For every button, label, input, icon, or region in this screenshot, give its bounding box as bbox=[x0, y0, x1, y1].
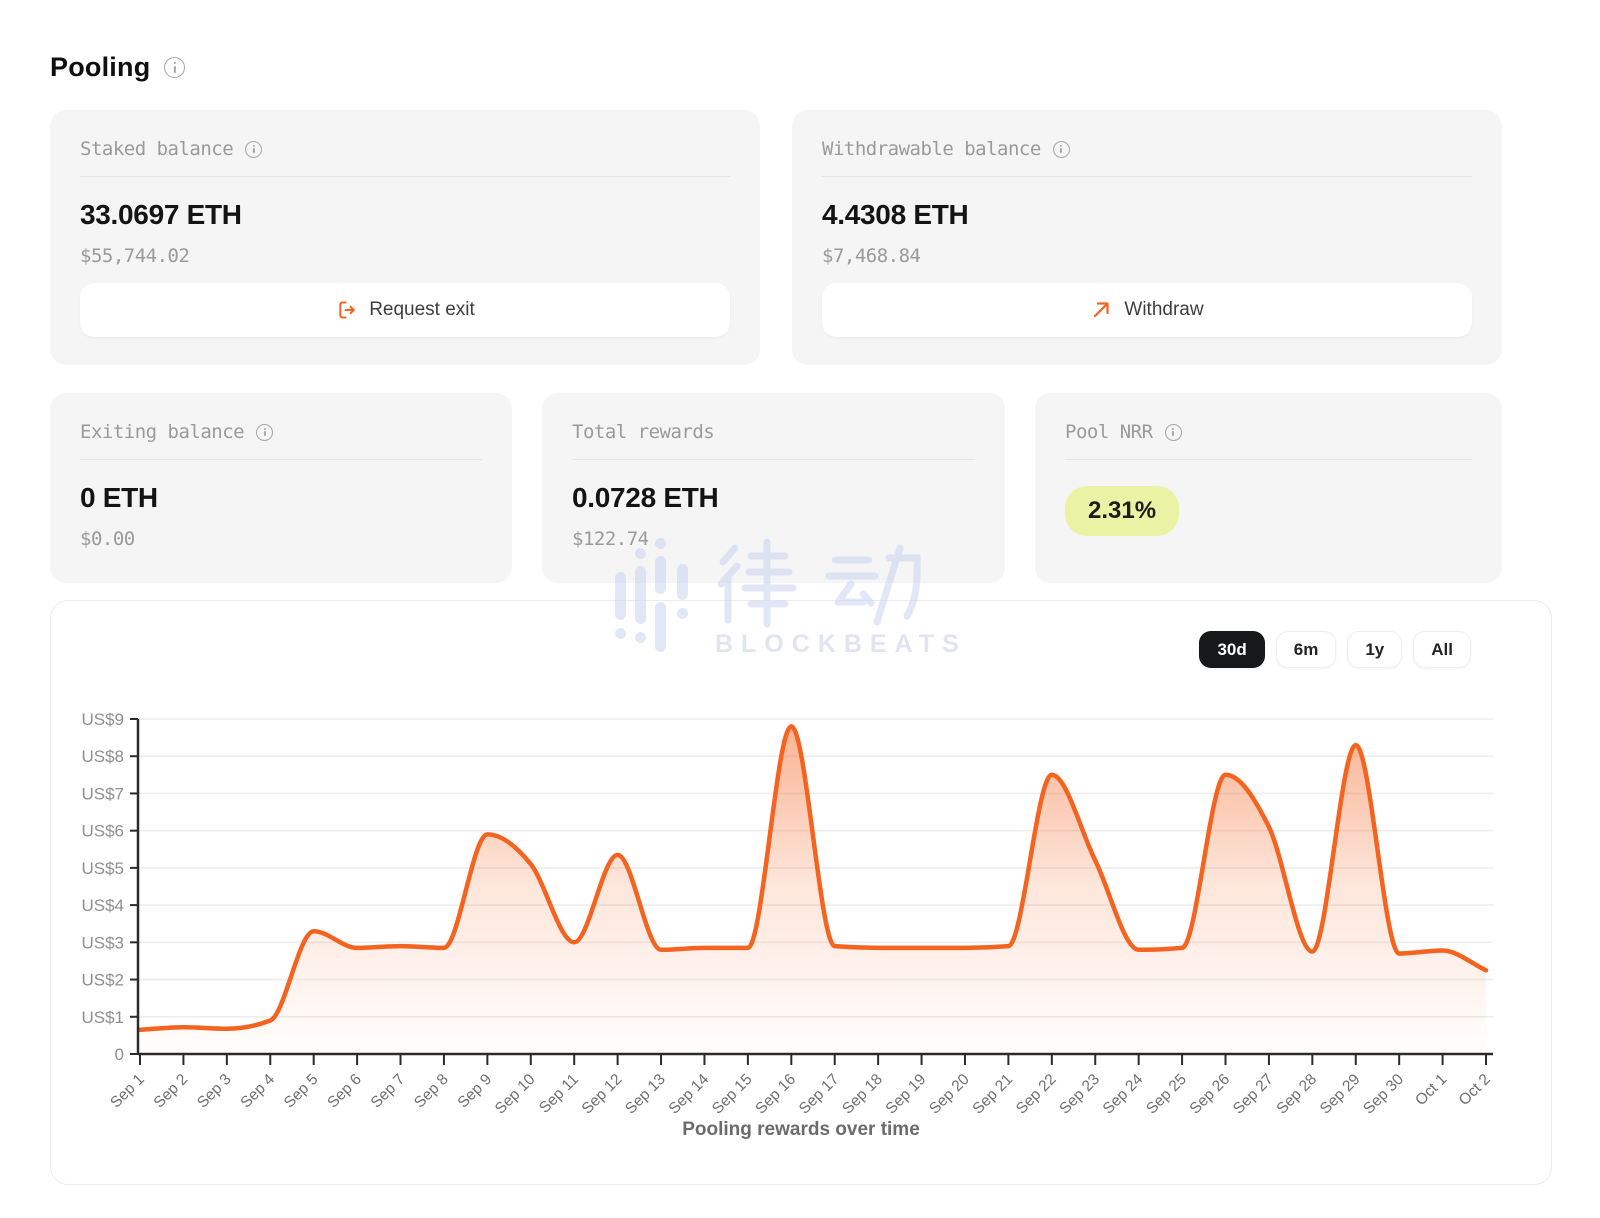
svg-text:Sep 21: Sep 21 bbox=[969, 1071, 1016, 1118]
divider bbox=[80, 176, 730, 177]
svg-text:Sep 12: Sep 12 bbox=[579, 1071, 626, 1118]
total-rewards-fiat: $122.74 bbox=[572, 528, 649, 550]
svg-text:US$1: US$1 bbox=[81, 1008, 124, 1027]
divider bbox=[822, 176, 1472, 177]
svg-text:Sep 28: Sep 28 bbox=[1273, 1071, 1320, 1118]
page-title: Pooling bbox=[50, 52, 151, 82]
logout-icon bbox=[339, 301, 355, 319]
exiting-balance-card: Exiting balance 0 ETH $0.00 bbox=[50, 393, 512, 583]
staked-balance-fiat: $55,744.02 bbox=[80, 245, 190, 267]
info-icon[interactable] bbox=[1052, 140, 1070, 158]
info-icon[interactable] bbox=[1164, 423, 1182, 441]
divider bbox=[80, 459, 482, 460]
exiting-balance-value: 0 ETH bbox=[80, 482, 158, 513]
withdrawable-balance-value: 4.4308 ETH bbox=[822, 199, 969, 230]
svg-text:Sep 30: Sep 30 bbox=[1360, 1071, 1407, 1118]
range-button-6m[interactable]: 6m bbox=[1275, 631, 1337, 668]
request-exit-button[interactable]: Request exit bbox=[80, 283, 730, 337]
svg-text:Sep 15: Sep 15 bbox=[709, 1071, 756, 1118]
svg-text:Sep 24: Sep 24 bbox=[1100, 1071, 1147, 1118]
svg-text:Sep 26: Sep 26 bbox=[1187, 1071, 1234, 1118]
staked-balance-value: 33.0697 ETH bbox=[80, 199, 242, 230]
svg-text:Sep 25: Sep 25 bbox=[1143, 1071, 1190, 1118]
svg-text:US$6: US$6 bbox=[81, 822, 124, 841]
svg-text:Sep 14: Sep 14 bbox=[666, 1071, 713, 1118]
svg-text:Sep 18: Sep 18 bbox=[839, 1071, 886, 1118]
withdraw-arrow-icon bbox=[1094, 302, 1110, 318]
svg-text:Oct 1: Oct 1 bbox=[1412, 1071, 1450, 1109]
request-exit-label: Request exit bbox=[369, 299, 475, 320]
svg-text:US$5: US$5 bbox=[81, 859, 124, 878]
rewards-area-chart[interactable]: 0 US$1 US$2 US$3 US$4 US$5 US$6 US$7 US$8 US$9 Sep… bbox=[51, 681, 1551, 1151]
withdrawable-balance-card: Withdrawable balance 4.4308 ETH $7,468.8… bbox=[792, 110, 1502, 365]
time-range-group: 30d 6m 1y All bbox=[1199, 631, 1471, 668]
svg-text:Sep 3: Sep 3 bbox=[194, 1071, 235, 1112]
range-button-all[interactable]: All bbox=[1413, 631, 1471, 668]
divider bbox=[1065, 459, 1472, 460]
divider bbox=[572, 459, 975, 460]
pool-nrr-card: Pool NRR 2.31% bbox=[1035, 393, 1502, 583]
svg-text:Sep 20: Sep 20 bbox=[926, 1071, 973, 1118]
rewards-chart-card: 30d 6m 1y All 0 US$1 US$2 US$3 US$4 US$5 US$6 U… bbox=[50, 600, 1552, 1185]
svg-text:Sep 22: Sep 22 bbox=[1013, 1071, 1060, 1118]
svg-text:Sep 10: Sep 10 bbox=[492, 1071, 539, 1118]
svg-text:US$7: US$7 bbox=[81, 784, 124, 803]
total-rewards-card: Total rewards 0.0728 ETH $122.74 bbox=[542, 393, 1005, 583]
info-icon[interactable] bbox=[256, 423, 274, 441]
withdrawable-balance-fiat: $7,468.84 bbox=[822, 245, 921, 267]
card-label: Exiting balance bbox=[80, 421, 245, 443]
withdraw-label: Withdraw bbox=[1124, 299, 1204, 320]
svg-text:Sep 9: Sep 9 bbox=[455, 1071, 496, 1112]
page-header: Pooling bbox=[50, 52, 186, 83]
exiting-balance-fiat: $0.00 bbox=[80, 528, 135, 550]
total-rewards-value: 0.0728 ETH bbox=[572, 482, 719, 513]
svg-text:Sep 27: Sep 27 bbox=[1230, 1071, 1277, 1118]
svg-text:Sep 23: Sep 23 bbox=[1056, 1071, 1103, 1118]
withdraw-button[interactable]: Withdraw bbox=[822, 283, 1472, 337]
svg-text:Sep 8: Sep 8 bbox=[411, 1071, 452, 1112]
range-button-30d[interactable]: 30d bbox=[1199, 631, 1265, 668]
svg-text:Sep 5: Sep 5 bbox=[281, 1071, 322, 1112]
card-label: Total rewards bbox=[572, 421, 715, 443]
svg-text:US$2: US$2 bbox=[81, 971, 124, 990]
svg-text:US$8: US$8 bbox=[81, 747, 124, 766]
svg-text:Sep 16: Sep 16 bbox=[752, 1071, 799, 1118]
info-icon[interactable] bbox=[164, 57, 186, 78]
chart-title: Pooling rewards over time bbox=[682, 1119, 920, 1140]
svg-text:US$3: US$3 bbox=[81, 933, 124, 952]
svg-text:Sep 4: Sep 4 bbox=[237, 1071, 278, 1112]
info-icon[interactable] bbox=[245, 140, 263, 158]
svg-text:Sep 17: Sep 17 bbox=[796, 1071, 843, 1118]
svg-text:US$4: US$4 bbox=[81, 896, 124, 915]
svg-text:Sep 1: Sep 1 bbox=[107, 1071, 148, 1112]
svg-text:0: 0 bbox=[115, 1045, 124, 1064]
card-label: Withdrawable balance bbox=[822, 138, 1041, 160]
svg-text:Sep 2: Sep 2 bbox=[151, 1071, 192, 1112]
svg-text:Sep 11: Sep 11 bbox=[536, 1071, 582, 1117]
staked-balance-card: Staked balance 33.0697 ETH $55,744.02 Re… bbox=[50, 110, 760, 365]
svg-text:Sep 6: Sep 6 bbox=[324, 1071, 365, 1112]
svg-text:Sep 19: Sep 19 bbox=[883, 1071, 930, 1118]
svg-text:Sep 7: Sep 7 bbox=[368, 1071, 409, 1112]
svg-text:Oct 2: Oct 2 bbox=[1456, 1071, 1494, 1109]
card-label: Staked balance bbox=[80, 138, 234, 160]
range-button-1y[interactable]: 1y bbox=[1347, 631, 1403, 668]
card-label: Pool NRR bbox=[1065, 421, 1153, 443]
svg-text:Sep 13: Sep 13 bbox=[622, 1071, 669, 1118]
svg-text:Sep 29: Sep 29 bbox=[1317, 1071, 1364, 1118]
nrr-badge: 2.31% bbox=[1065, 486, 1180, 536]
svg-text:US$9: US$9 bbox=[81, 710, 124, 729]
